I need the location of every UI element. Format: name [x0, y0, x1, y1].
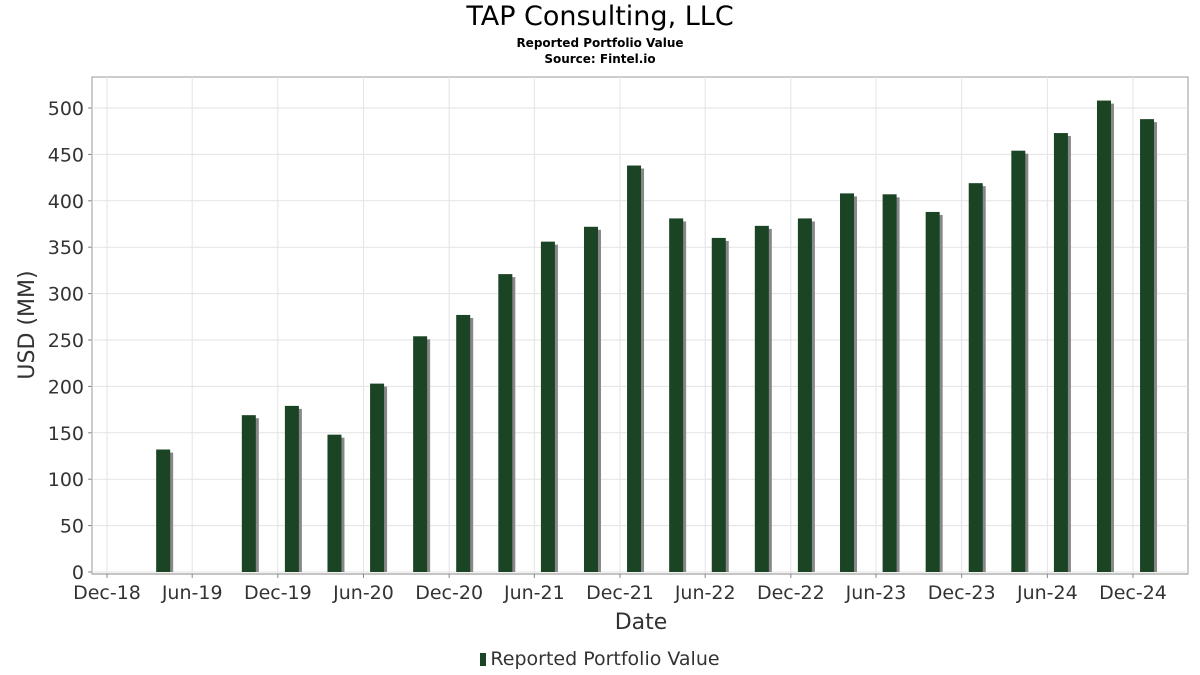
y-tick-label: 200: [48, 376, 84, 398]
y-tick-label: 150: [48, 423, 84, 445]
bar: [370, 383, 385, 572]
bar: [754, 225, 769, 572]
bar: [241, 415, 256, 572]
bar: [797, 218, 812, 572]
bar: [840, 193, 855, 572]
chart-subtitle: Reported Portfolio Value: [516, 36, 684, 50]
bar: [669, 218, 684, 572]
bar: [540, 241, 555, 572]
chart-source: Source: Fintel.io: [544, 52, 656, 66]
legend: Reported Portfolio Value: [0, 648, 1200, 670]
bar: [627, 165, 642, 572]
x-tick-label: Dec-21: [586, 582, 654, 604]
bar: [925, 211, 940, 572]
legend-label: Reported Portfolio Value: [490, 648, 720, 670]
bar: [413, 336, 428, 572]
y-axis-label: USD (MM): [15, 270, 40, 379]
bar: [1096, 100, 1111, 573]
bars: [156, 100, 1158, 573]
bar: [583, 226, 598, 572]
y-tick-label: 500: [48, 98, 84, 120]
x-tick-label: Dec-19: [244, 582, 312, 604]
x-tick-label: Jun-21: [503, 582, 565, 604]
bar: [968, 183, 983, 572]
x-tick-label: Jun-19: [161, 582, 223, 604]
x-tick-label: Jun-22: [674, 582, 736, 604]
y-tick-label: 50: [60, 516, 84, 538]
x-tick-label: Dec-23: [928, 582, 996, 604]
y-axis-ticks: 0 50 100 150 200 250 300 350 400 450 500: [48, 98, 92, 584]
y-tick-label: 350: [48, 237, 84, 259]
bar: [456, 314, 471, 572]
x-tick-label: Dec-18: [73, 582, 141, 604]
x-tick-label: Dec-22: [757, 582, 825, 604]
x-tick-label: Jun-23: [845, 582, 907, 604]
bar: [284, 405, 299, 572]
y-tick-label: 250: [48, 330, 84, 352]
bar: [1011, 150, 1026, 573]
bar: [327, 434, 342, 572]
x-axis-label: Date: [615, 610, 668, 635]
y-tick-label: 100: [48, 469, 84, 491]
bar: [1140, 119, 1155, 573]
bar: [498, 274, 513, 572]
bar: [711, 237, 726, 573]
chart-title: TAP Consulting, LLC: [466, 1, 734, 32]
x-tick-label: Dec-24: [1099, 582, 1167, 604]
y-tick-label: 450: [48, 144, 84, 166]
y-tick-label: 400: [48, 191, 84, 213]
x-tick-label: Jun-20: [332, 582, 394, 604]
bar: [1053, 133, 1068, 572]
bar: [882, 194, 897, 572]
legend-swatch: [480, 653, 487, 666]
y-tick-label: 0: [72, 562, 84, 584]
bar: [156, 449, 171, 572]
x-axis-ticks: Dec-18 Jun-19 Dec-19 Jun-20 Dec-20 Jun-21 Dec-…: [73, 574, 1167, 604]
x-tick-label: Dec-20: [415, 582, 483, 604]
x-tick-label: Jun-24: [1016, 582, 1078, 604]
y-tick-label: 300: [48, 284, 84, 306]
